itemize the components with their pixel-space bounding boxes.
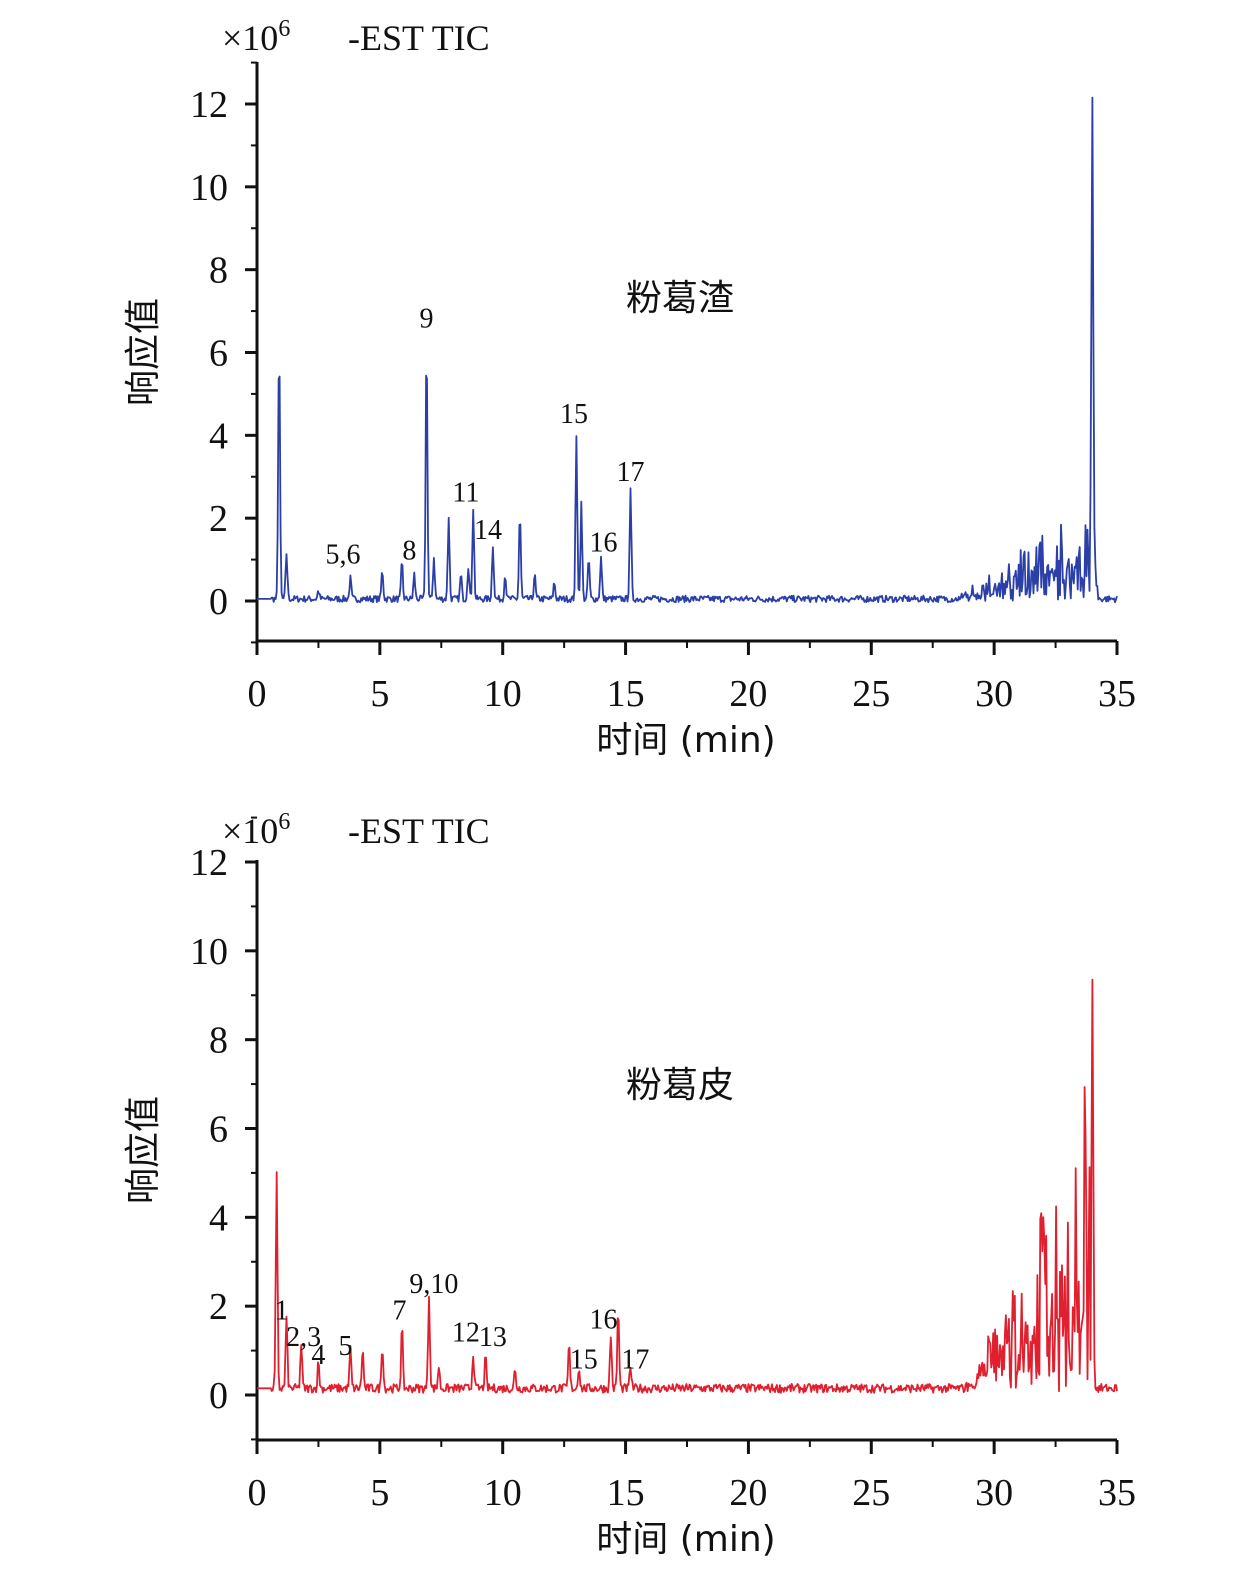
x-tick-label: 25 xyxy=(852,673,890,715)
x-tick-label: 25 xyxy=(852,1472,890,1514)
y-tick-label: 6 xyxy=(209,1109,228,1151)
peak-label: 14 xyxy=(474,515,502,546)
y-tick-label: 2 xyxy=(209,498,228,540)
peak-label: 15 xyxy=(560,399,588,430)
peak-label: 1 xyxy=(275,1295,289,1326)
y-tick-label: 10 xyxy=(190,167,228,209)
y-axis-label: 响应值 xyxy=(123,1096,164,1204)
scale-label: ×106 xyxy=(222,16,290,58)
x-tick-label: 10 xyxy=(484,1472,522,1514)
x-tick-label: 5 xyxy=(370,1472,389,1514)
y-tick-label: 2 xyxy=(209,1286,228,1328)
peak-label: 16 xyxy=(589,527,617,558)
tic-trace xyxy=(257,978,1118,1394)
peak-label: 2,3 xyxy=(286,1322,321,1353)
scale-label: ×106 xyxy=(222,809,290,851)
scale-exponent: 6 xyxy=(278,16,290,42)
y-tick-label: 8 xyxy=(209,250,228,292)
x-tick-label: 30 xyxy=(975,1472,1013,1514)
y-tick-label: 6 xyxy=(209,333,228,375)
peak-label: 7 xyxy=(393,1295,407,1326)
tic-trace xyxy=(257,96,1118,604)
peak-label: 13 xyxy=(479,1322,507,1353)
chart-title: 粉葛渣 xyxy=(626,278,734,319)
trace-label: -EST TIC xyxy=(348,811,490,851)
x-axis-label: 时间 (min) xyxy=(596,720,775,761)
x-axis-label: 时间 (min) xyxy=(596,1519,775,1560)
peak-label: 12 xyxy=(452,1318,480,1349)
x-tick-label: 15 xyxy=(607,1472,645,1514)
trace-label: -EST TIC xyxy=(348,18,490,58)
x-tick-label: 35 xyxy=(1098,673,1136,715)
y-tick-label: 4 xyxy=(209,1197,228,1239)
x-tick-label: 15 xyxy=(607,673,645,715)
peak-label: 8 xyxy=(402,536,416,567)
y-tick-label: 8 xyxy=(209,1020,228,1062)
peak-label: 15 xyxy=(570,1344,598,1375)
peak-label: 16 xyxy=(589,1304,617,1335)
scale-exponent: 6 xyxy=(278,809,290,835)
chart-panel-1: ×106 -EST TIC 0 2 4 6 8 10 12 0 5 10 15 20 25 30 35 5,6 8 9… xyxy=(123,16,1136,761)
y-tick-label: 12 xyxy=(190,842,228,884)
peak-label: 5,6 xyxy=(326,540,361,571)
x-tick-label: 20 xyxy=(729,1472,767,1514)
x-tick-label: 5 xyxy=(370,673,389,715)
y-tick-label: 10 xyxy=(190,931,228,973)
peak-label: 17 xyxy=(621,1344,649,1375)
y-tick-label: 0 xyxy=(209,581,228,623)
x-tick-label: 0 xyxy=(248,1472,267,1514)
y-tick-label: 0 xyxy=(209,1375,228,1417)
peak-label: 9,10 xyxy=(409,1269,458,1300)
peak-label: 17 xyxy=(616,457,644,488)
x-tick-label: 20 xyxy=(729,673,767,715)
peak-label: 4 xyxy=(311,1340,325,1371)
x-tick-label: 30 xyxy=(975,673,1013,715)
x-tick-label: 35 xyxy=(1098,1472,1136,1514)
y-axis-label: 响应值 xyxy=(123,298,164,406)
peak-label: 9 xyxy=(420,304,434,335)
chart-title: 粉葛皮 xyxy=(626,1065,734,1106)
y-tick-label: 12 xyxy=(190,84,228,126)
peak-label: 5 xyxy=(338,1331,352,1362)
x-tick-label: 0 xyxy=(248,673,267,715)
peak-label: 11 xyxy=(452,478,479,509)
y-tick-label: 4 xyxy=(209,415,228,457)
x-tick-label: 10 xyxy=(484,673,522,715)
